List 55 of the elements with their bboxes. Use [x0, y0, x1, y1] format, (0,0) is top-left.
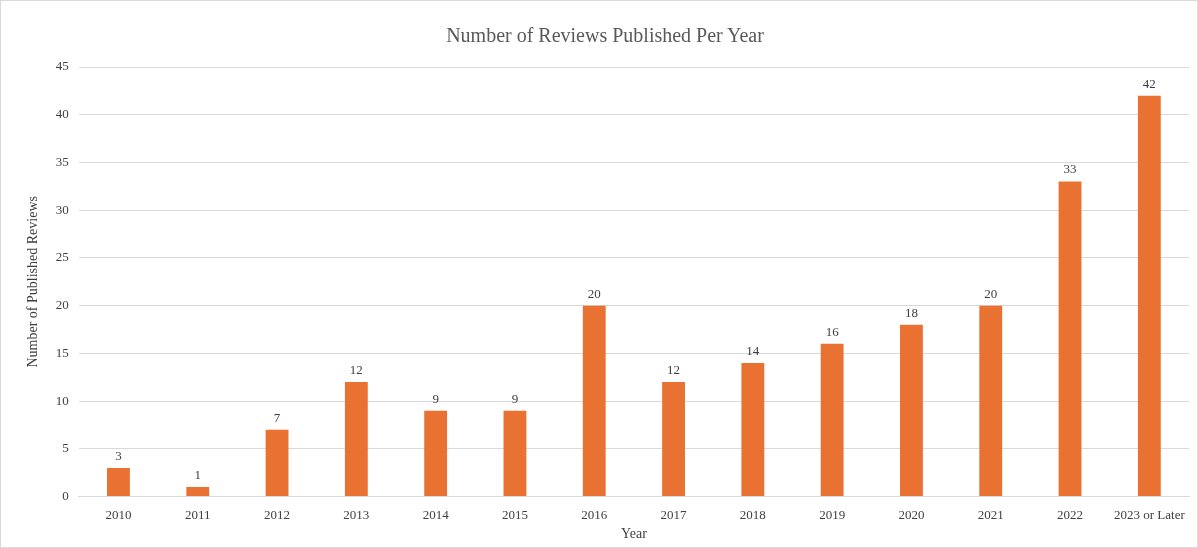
- y-tick-label: 0: [62, 488, 69, 504]
- x-axis-title: Year: [620, 526, 648, 542]
- bar: [1137, 95, 1161, 497]
- bar: [820, 343, 844, 497]
- data-label: 12: [349, 361, 363, 377]
- bar: [662, 382, 685, 497]
- y-tick-label: 40: [55, 106, 69, 122]
- data-label: 16: [825, 323, 840, 339]
- x-tick-label: 2016: [581, 506, 608, 522]
- x-tick-label: 2021: [977, 506, 1004, 522]
- x-tick-label: 2010: [105, 506, 132, 522]
- data-label: 9: [511, 390, 519, 406]
- bar: [900, 324, 923, 497]
- bar: [503, 410, 527, 497]
- x-tick-label: 2019: [819, 506, 846, 522]
- x-tick-label: 2017: [660, 506, 688, 522]
- y-tick-label: 5: [62, 440, 69, 456]
- data-label: 14: [746, 342, 760, 358]
- x-tick-label: 2018: [739, 506, 766, 522]
- bar: [1058, 181, 1082, 497]
- data-label: 33: [1063, 161, 1077, 177]
- bar: [107, 467, 130, 497]
- y-tick-label: 10: [55, 392, 69, 408]
- bar: [741, 362, 765, 497]
- x-tick-label: 2023 or Later: [1113, 506, 1186, 522]
- y-axis-title: Number of Published Reviews: [25, 196, 41, 368]
- data-label: 42: [1142, 75, 1156, 91]
- y-tick-label: 20: [55, 297, 69, 313]
- data-label: 7: [273, 409, 281, 425]
- y-tick-label: 15: [55, 344, 69, 360]
- data-label: 18: [904, 304, 918, 320]
- data-label: 20: [984, 285, 998, 301]
- data-label: 12: [667, 361, 681, 377]
- bar: [979, 305, 1003, 497]
- bar: [582, 305, 606, 497]
- x-tick-label: 2015: [501, 506, 528, 522]
- data-label: 3: [115, 447, 122, 463]
- x-tick-label: 2011: [184, 506, 211, 522]
- y-tick-label: 35: [55, 153, 69, 169]
- bar: [186, 487, 210, 497]
- chart-title: Number of Reviews Published Per Year: [446, 24, 765, 47]
- y-tick-label: 30: [55, 201, 69, 217]
- x-tick-label: 2022: [1057, 506, 1084, 522]
- x-tick-label: 2013: [343, 506, 370, 522]
- x-tick-label: 2020: [898, 506, 925, 522]
- x-tick-label: 2012: [264, 506, 291, 522]
- y-tick-label: 25: [55, 249, 69, 265]
- x-tick-label: 2014: [422, 506, 450, 522]
- data-label: 1: [194, 466, 201, 482]
- bar: [424, 410, 448, 497]
- bar: [344, 382, 368, 497]
- bar: [265, 429, 289, 497]
- y-tick-label: 45: [55, 58, 69, 74]
- data-label: 9: [432, 390, 439, 406]
- data-label: 20: [587, 285, 601, 301]
